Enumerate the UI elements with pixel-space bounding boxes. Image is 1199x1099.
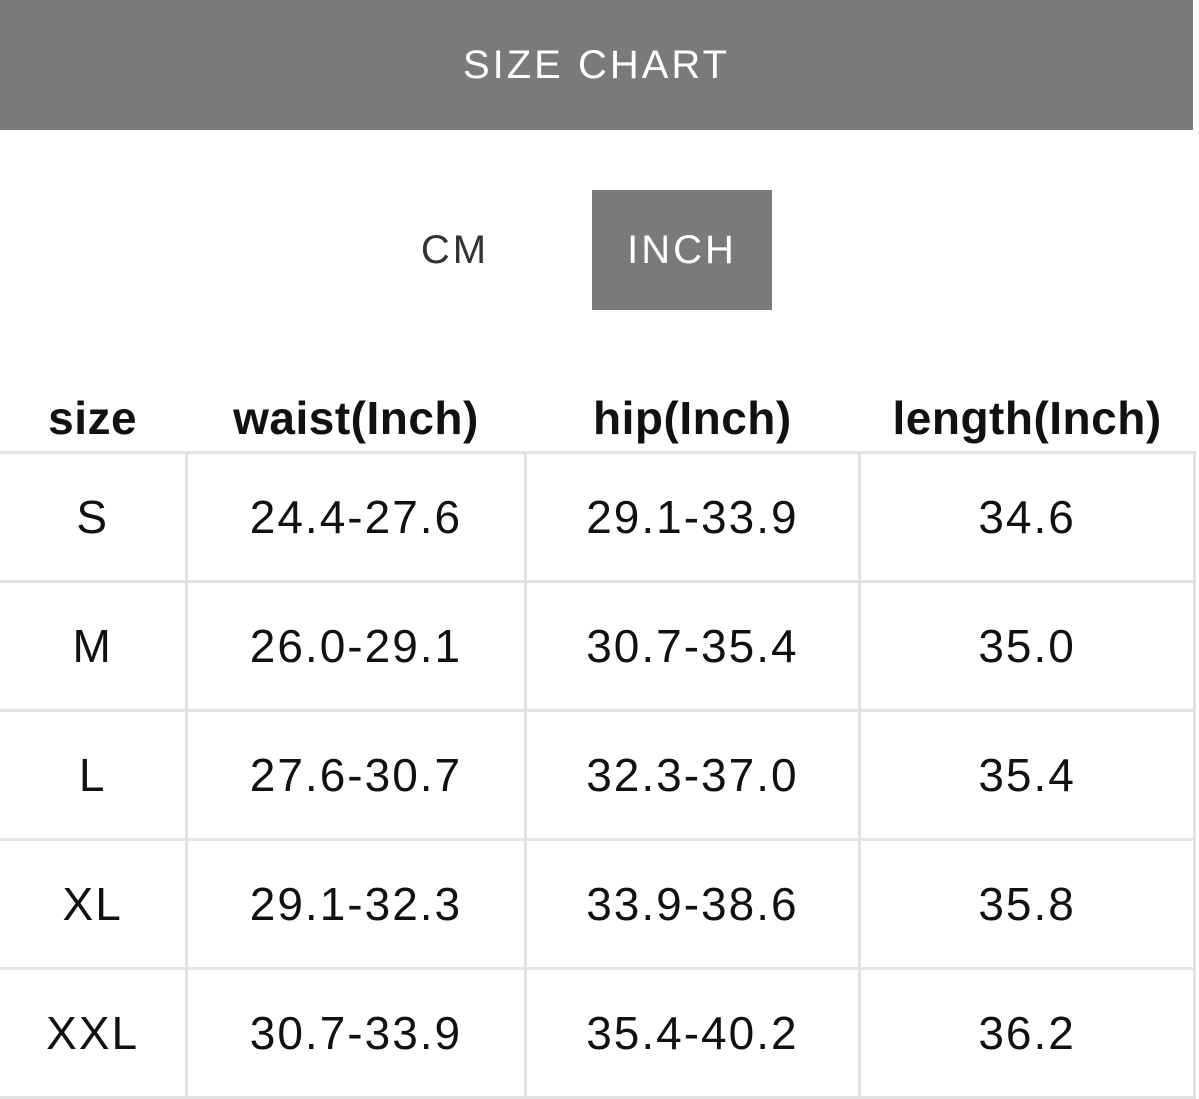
size-table: size waist(Inch) hip(Inch) length(Inch) … bbox=[0, 385, 1196, 1099]
table-header-row: size waist(Inch) hip(Inch) length(Inch) bbox=[0, 385, 1195, 453]
cell-size: L bbox=[0, 709, 189, 841]
cell-hip: 30.7-35.4 bbox=[523, 580, 862, 712]
cell-size: XXL bbox=[0, 967, 189, 1099]
cell-waist: 24.4-27.6 bbox=[185, 451, 527, 583]
column-header-size: size bbox=[48, 392, 138, 444]
cell-waist: 30.7-33.9 bbox=[185, 967, 527, 1099]
column-header-waist: waist(Inch) bbox=[233, 392, 479, 444]
cell-hip: 29.1-33.9 bbox=[523, 451, 862, 583]
cell-size: M bbox=[0, 580, 189, 712]
unit-tab-inch[interactable]: INCH bbox=[592, 190, 772, 310]
cell-waist: 29.1-32.3 bbox=[185, 838, 527, 970]
cell-waist: 27.6-30.7 bbox=[185, 709, 527, 841]
cell-waist: 26.0-29.1 bbox=[185, 580, 527, 712]
cell-size: S bbox=[0, 451, 189, 583]
table-row: S 24.4-27.6 29.1-33.9 34.6 bbox=[0, 451, 1196, 583]
cell-length: 35.8 bbox=[858, 838, 1196, 970]
cell-length: 36.2 bbox=[858, 967, 1196, 1099]
cell-hip: 35.4-40.2 bbox=[523, 967, 862, 1099]
unit-tab-cm[interactable]: CM bbox=[420, 227, 490, 272]
cell-length: 35.0 bbox=[858, 580, 1196, 712]
cell-size: XL bbox=[0, 838, 189, 970]
column-header-hip: hip(Inch) bbox=[593, 392, 792, 444]
page-title: SIZE CHART bbox=[0, 0, 1193, 130]
table-row: XL 29.1-32.3 33.9-38.6 35.8 bbox=[0, 838, 1196, 970]
column-header-length: length(Inch) bbox=[892, 392, 1162, 444]
cell-length: 35.4 bbox=[858, 709, 1196, 841]
table-row: L 27.6-30.7 32.3-37.0 35.4 bbox=[0, 709, 1196, 841]
table-row: XXL 30.7-33.9 35.4-40.2 36.2 bbox=[0, 967, 1196, 1099]
cell-length: 34.6 bbox=[858, 451, 1196, 583]
table-row: M 26.0-29.1 30.7-35.4 35.0 bbox=[0, 580, 1196, 712]
cell-hip: 32.3-37.0 bbox=[523, 709, 862, 841]
cell-hip: 33.9-38.6 bbox=[523, 838, 862, 970]
